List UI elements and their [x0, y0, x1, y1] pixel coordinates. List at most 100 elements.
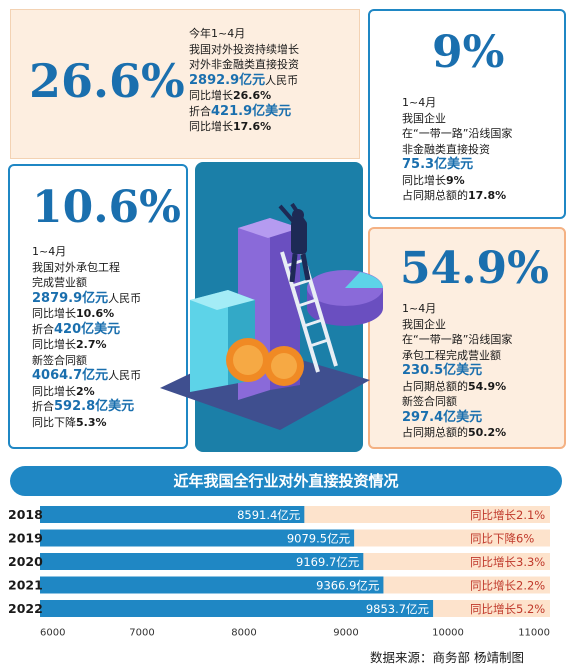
teal-column-front: [190, 290, 228, 392]
total-invest-big-number: 26.6%: [29, 54, 185, 108]
card-line: 占同期总额的54.9%: [402, 379, 512, 395]
growth-label: 同比增长5.2%: [470, 602, 545, 616]
card-line: 同比增长2.7%: [32, 337, 141, 353]
line-text: 今年1~4月: [189, 27, 246, 40]
line-text: 同比增长: [32, 338, 76, 351]
line-text: 我国对外承包工程: [32, 260, 120, 274]
illustration-panel: [195, 162, 363, 452]
bar: [40, 576, 384, 594]
chart-title: 近年我国全行业对外直接投资情况: [173, 472, 399, 490]
line-text: 承包工程完成营业额: [402, 348, 501, 362]
bar: [40, 553, 364, 570]
card-line: 占同期总额的50.2%: [402, 425, 512, 441]
bold-value: 5.3%: [76, 415, 107, 429]
contract-big-number: 10.6%: [32, 182, 181, 233]
line-text: 占同期总额的: [402, 426, 468, 439]
belt-contract-big-number: 54.9%: [400, 243, 549, 294]
bold-value: 26.6%: [233, 89, 272, 102]
card-line: 同比增长2%: [32, 384, 141, 400]
tick-label: 8000: [231, 628, 256, 639]
card-line: 在“一带一路”沿线国家: [402, 332, 512, 348]
highlight-value: 297.4亿美元: [402, 409, 483, 425]
card-line: 2879.9亿元人民币: [32, 291, 141, 307]
highlight-value: 2879.9亿元: [32, 290, 109, 306]
card-line: 折合592.8亿美元: [32, 399, 141, 415]
card-line: 对外非金融类直接投资: [189, 57, 299, 73]
bar: [40, 506, 305, 523]
card-line: 我国对外投资持续增长: [189, 42, 299, 58]
card-line: 1~4月: [32, 244, 141, 260]
line-text: 我国对外投资持续增长: [189, 42, 299, 56]
value-label: 9853.7亿元: [366, 602, 430, 616]
belt-invest-card: 9% 1~4月 我国企业 在“一带一路”沿线国家 非金融类直接投资 75.3亿美元 同比增…: [368, 9, 566, 219]
growth-label: 同比增长3.3%: [470, 555, 545, 569]
purple-column-front: [238, 218, 270, 400]
line-text: 人民币: [108, 369, 142, 382]
card-line: 今年1~4月: [189, 26, 299, 42]
card-line: 同比增长10.6%: [32, 306, 141, 322]
bold-value: 10.6%: [76, 307, 115, 320]
ladder: [280, 245, 338, 373]
bar: [40, 600, 434, 617]
category-label: 2018: [8, 507, 43, 522]
line-text: 折合: [189, 104, 211, 118]
line-text: 对外非金融类直接投资: [189, 58, 299, 71]
card-line: 承包工程完成营业额: [402, 348, 512, 364]
tick-label: 9000: [333, 628, 358, 639]
line-text: 人民币: [108, 291, 142, 305]
teal-column-side: [228, 290, 255, 385]
card-line: 同比下降5.3%: [32, 415, 141, 431]
highlight-value: 230.5亿美元: [402, 363, 483, 378]
category-label: 2019: [8, 531, 43, 546]
line-text: 非金融类直接投资: [402, 142, 490, 156]
category-label: 2021: [8, 578, 43, 593]
bold-value: 50.2%: [468, 426, 507, 439]
tick-label: 7000: [129, 628, 154, 639]
value-label: 9079.5亿元: [287, 532, 351, 546]
card-line: 占同期总额的17.8%: [402, 188, 512, 204]
bar: [40, 529, 355, 547]
line-text: 我国企业: [402, 317, 446, 331]
card-line: 非金融类直接投资: [402, 142, 512, 158]
purple-column-top: [238, 218, 300, 238]
chart-title-bar: 近年我国全行业对外直接投资情况: [10, 466, 562, 496]
card-line: 同比增长9%: [402, 173, 512, 189]
line-text: 在“一带一路”沿线国家: [402, 127, 513, 140]
tick-label: 6000: [40, 628, 65, 639]
card-line: 我国企业: [402, 317, 512, 333]
line-text: 折合: [32, 322, 54, 336]
person-figure: [278, 202, 311, 283]
line-text: 同比增长: [189, 120, 233, 133]
value-label: 9169.7亿元: [296, 555, 360, 569]
card-line: 2892.9亿元人民币: [189, 73, 299, 89]
belt-invest-big-number: 9%: [432, 27, 505, 78]
line-text: 新签合同额: [32, 353, 87, 367]
card-line: 在“一带一路”沿线国家: [402, 126, 512, 142]
card-line: 新签合同额: [32, 353, 141, 369]
growth-label: 同比下降6%: [470, 532, 534, 546]
belt-contract-text: 1~4月 我国企业 在“一带一路”沿线国家 承包工程完成营业额 230.5亿美元 占同期总…: [402, 301, 512, 441]
card-line: 1~4月: [402, 301, 512, 317]
line-text: 折合: [32, 400, 54, 413]
line-text: 新签合同额: [402, 395, 457, 408]
teal-column-top: [190, 290, 255, 310]
bold-value: 17.8%: [468, 189, 507, 202]
value-label: 9366.9亿元: [316, 579, 380, 593]
line-text: 1~4月: [402, 302, 437, 315]
category-label: 2020: [8, 554, 43, 569]
card-line: 同比增长17.6%: [189, 119, 299, 135]
card-line: 4064.7亿元人民币: [32, 368, 141, 384]
purple-column-side: [270, 218, 300, 390]
line-text: 同比增长: [189, 89, 233, 102]
bold-value: 2.7%: [76, 338, 107, 351]
coins: [226, 338, 304, 386]
contract-card: 10.6% 1~4月 我国对外承包工程 完成营业额 2879.9亿元人民币 同比增长10…: [8, 164, 188, 449]
line-text: 同比下降: [32, 415, 76, 429]
card-line: 折合421.9亿美元: [189, 104, 299, 120]
card-line: 同比增长26.6%: [189, 88, 299, 104]
card-line: 我国对外承包工程: [32, 260, 141, 276]
line-text: 占同期总额的: [402, 379, 468, 393]
highlight-value: 75.3亿美元: [402, 157, 474, 172]
belt-contract-card: 54.9% 1~4月我国企业 在“一带一路”沿线国家 承包工程完成营业额 230.5亿…: [368, 227, 566, 449]
source-credit: 数据来源：商务部 杨靖制图: [370, 650, 524, 665]
